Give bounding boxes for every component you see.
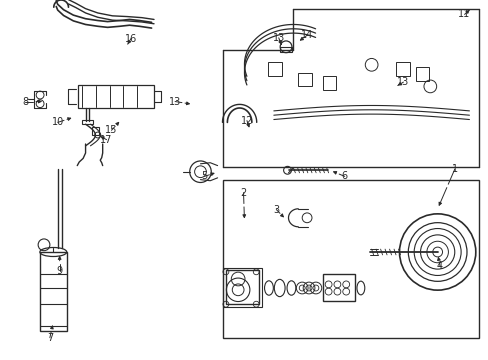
Text: 17: 17: [100, 135, 113, 145]
Text: 6: 6: [341, 171, 347, 181]
Text: 10: 10: [51, 117, 64, 127]
Text: 8: 8: [22, 96, 28, 107]
Bar: [82, 120, 93, 124]
Text: 15: 15: [105, 125, 118, 135]
Bar: [40, 252, 67, 331]
Text: 13: 13: [168, 96, 181, 107]
Bar: [267, 62, 281, 76]
Text: 11: 11: [457, 9, 470, 19]
Text: 9: 9: [57, 266, 62, 276]
Text: 13: 13: [272, 33, 285, 43]
Text: 12: 12: [240, 116, 253, 126]
Bar: [415, 67, 428, 81]
Bar: [298, 73, 311, 86]
Bar: [78, 85, 154, 108]
Text: 5: 5: [201, 171, 207, 181]
Text: 7: 7: [47, 333, 53, 343]
Text: 4: 4: [436, 261, 442, 271]
Bar: [322, 274, 354, 301]
Text: 13: 13: [396, 77, 409, 87]
Bar: [92, 127, 99, 135]
Text: 14: 14: [300, 30, 313, 40]
Text: 16: 16: [124, 33, 137, 44]
Text: 3: 3: [273, 204, 279, 215]
Text: 1: 1: [451, 164, 457, 174]
Bar: [322, 76, 336, 90]
Text: 2: 2: [240, 188, 246, 198]
Bar: [225, 270, 259, 304]
Bar: [395, 62, 409, 76]
Bar: [279, 47, 292, 52]
Bar: [223, 268, 262, 307]
Bar: [223, 180, 478, 338]
